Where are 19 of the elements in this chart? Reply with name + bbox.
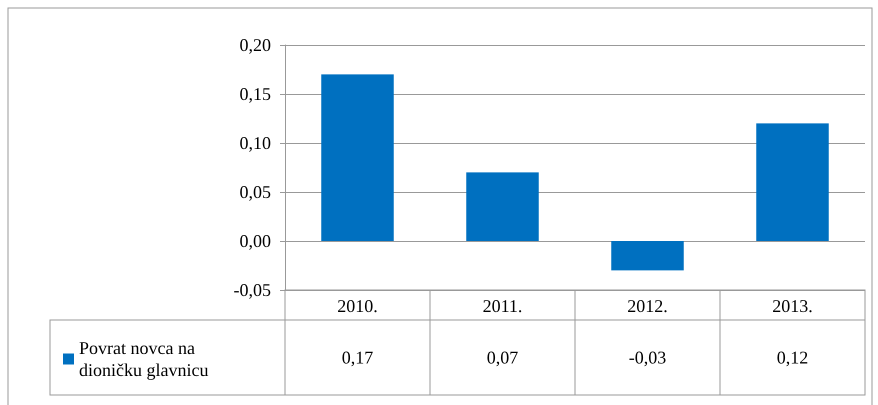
bar <box>756 123 829 241</box>
y-tick-label: 0,05 <box>240 182 271 202</box>
x-tick-label: 2010. <box>337 296 378 316</box>
x-tick-label: 2011. <box>482 296 522 316</box>
y-tick-label: 0,10 <box>240 133 271 153</box>
y-tick-label: 0,15 <box>240 84 271 104</box>
bar <box>466 172 539 241</box>
y-tick-label: 0,20 <box>240 35 271 55</box>
data-label: 0,17 <box>342 348 374 368</box>
data-label: 0,12 <box>776 348 808 368</box>
bar <box>321 74 394 241</box>
y-tick-label: -0,05 <box>234 280 271 300</box>
bar <box>611 241 684 270</box>
y-tick-label: 0,00 <box>240 231 271 251</box>
data-label: 0,07 <box>486 348 518 368</box>
data-label: -0,03 <box>628 348 666 368</box>
x-tick-label: 2013. <box>772 296 813 316</box>
x-tick-label: 2012. <box>627 296 668 316</box>
legend-label: Povrat novca na dioničku glavnicu <box>79 338 208 380</box>
